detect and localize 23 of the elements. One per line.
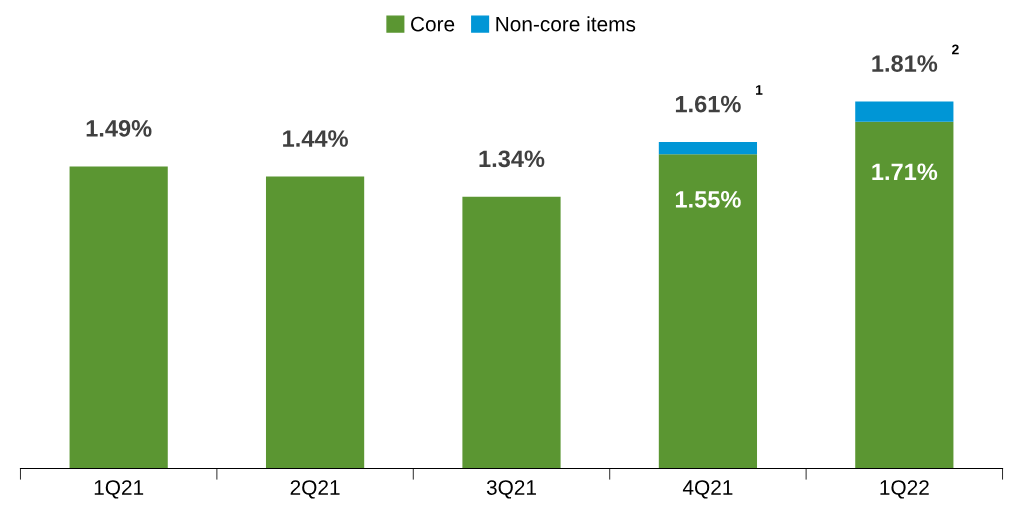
bar	[658, 154, 758, 469]
total-label: 1.61%	[675, 95, 741, 113]
text: 1	[756, 85, 763, 95]
legend-label: Non-core items	[496, 16, 636, 32]
x-tick-label: 4Q21	[682, 480, 733, 499]
data-label: 1.44%	[283, 130, 348, 147]
bar	[855, 101, 954, 122]
text: 2	[952, 44, 959, 55]
data-label: 1.55%	[675, 191, 741, 208]
data-label: 1.49%	[86, 120, 152, 137]
data-label: 1.34%	[479, 150, 545, 168]
bar	[658, 142, 758, 155]
bar	[265, 176, 365, 469]
data-label: 1.71%	[872, 163, 938, 181]
bar	[69, 166, 168, 469]
total-label: 1.81%	[872, 55, 938, 72]
legend-label: Core	[411, 16, 455, 32]
x-tick-label: 1Q22	[880, 480, 929, 499]
bar	[855, 121, 954, 469]
x-tick-label: 3Q21	[486, 480, 536, 499]
x-tick-label: 2Q21	[290, 480, 340, 499]
x-tick-label: 1Q21	[94, 480, 144, 499]
bar	[462, 196, 561, 469]
